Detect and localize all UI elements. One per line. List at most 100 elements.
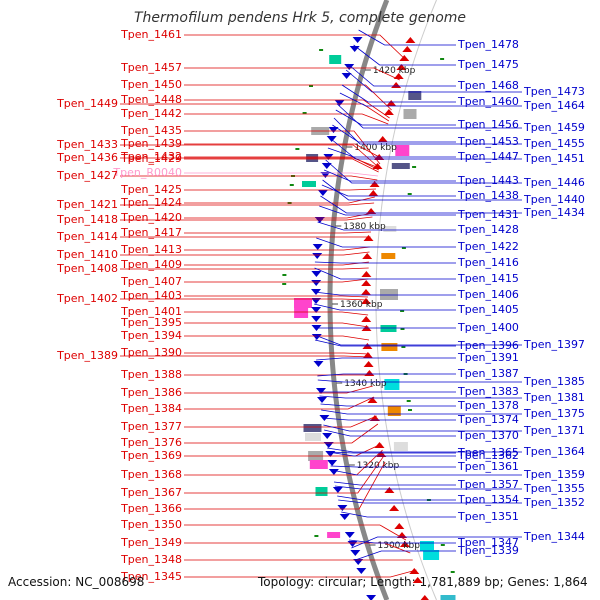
gene-label-right[interactable]: Tpen_1344 [523, 530, 585, 543]
gene-label-left[interactable]: Tpen_1367 [120, 486, 182, 499]
gene-label-left[interactable]: Tpen_1384 [120, 402, 182, 415]
gene-label-left[interactable]: Tpen_1449 [56, 97, 118, 110]
gene-label-left[interactable]: Tpen_1457 [120, 61, 182, 74]
gene-label-left[interactable]: Tpen_1432 [120, 150, 182, 163]
gene-label-left[interactable]: Tpen_1433 [56, 138, 118, 151]
gene-label-right[interactable]: Tpen_1431 [457, 208, 519, 221]
gene-label-right[interactable]: Tpen_1451 [523, 152, 585, 165]
gene-label-right[interactable]: Tpen_1347 [457, 536, 519, 549]
gene-label-right[interactable]: Tpen_1473 [523, 85, 585, 98]
gene-label-right[interactable]: Tpen_1415 [457, 272, 519, 285]
gene-leader-line [184, 67, 400, 81]
gene-label-left[interactable]: Tpen_1403 [120, 289, 182, 302]
gene-label-right[interactable]: Tpen_1352 [523, 496, 585, 509]
gene-label-right[interactable]: Tpen_1478 [457, 38, 519, 51]
forward-gene-arrow [344, 532, 355, 538]
gene-label-left[interactable]: Tpen_1448 [120, 93, 182, 106]
gene-label-right[interactable]: Tpen_1374 [457, 413, 519, 426]
gene-label-left[interactable]: Tpen_1429 [120, 152, 182, 165]
gene-label-right[interactable]: Tpen_1438 [457, 189, 519, 202]
gene-label-left[interactable]: Tpen_1425 [120, 183, 182, 196]
gene-label-right[interactable]: Tpen_1362 [457, 449, 519, 462]
gene-label-right[interactable]: Tpen_1396 [457, 339, 519, 352]
gene-label-right[interactable]: Tpen_1383 [457, 385, 519, 398]
gene-label-left[interactable]: Tpen_1461 [120, 28, 182, 41]
gene-label-left[interactable]: Tpen_1389 [56, 349, 118, 362]
gene-label-left[interactable]: Tpen_1402 [56, 292, 118, 305]
gene-label-right[interactable]: Tpen_1443 [457, 174, 519, 187]
gene-label-left[interactable]: Tpen_1369 [120, 449, 182, 462]
gene-label-left[interactable]: Tpen_1424 [120, 196, 182, 209]
gene-label-right[interactable]: Tpen_1387 [457, 367, 519, 380]
gene-label-right[interactable]: Tpen_1357 [457, 478, 519, 491]
gene-label-left[interactable]: Tpen_1436 [56, 151, 118, 164]
gene-label-left[interactable]: Tpen_R0040 [112, 166, 182, 179]
gene-label-right[interactable]: Tpen_1364 [523, 445, 585, 458]
gene-label-left[interactable]: Tpen_1394 [120, 329, 182, 342]
gene-label-left[interactable]: Tpen_1349 [120, 536, 182, 549]
gene-label-left[interactable]: Tpen_1386 [120, 386, 182, 399]
gene-label-left[interactable]: Tpen_1439 [120, 137, 182, 150]
gene-label-left[interactable]: Tpen_1408 [56, 262, 118, 275]
gene-label-left[interactable]: Tpen_1413 [120, 243, 182, 256]
gene-label-left[interactable]: Tpen_1390 [120, 346, 182, 359]
gene-label-left[interactable]: Tpen_1418 [56, 213, 118, 226]
gene-label-right[interactable]: Tpen_1428 [457, 223, 519, 236]
gene-leader-line [184, 295, 369, 298]
gene-label-right[interactable]: Tpen_1355 [523, 482, 585, 495]
gene-label-left[interactable]: Tpen_1401 [120, 305, 182, 318]
gene-label-right[interactable]: Tpen_1406 [457, 288, 519, 301]
gene-label-right[interactable]: Tpen_1371 [523, 424, 585, 437]
gene-label-right[interactable]: Tpen_1460 [457, 95, 519, 108]
gene-label-left[interactable]: Tpen_1414 [56, 230, 118, 243]
gene-label-right[interactable]: Tpen_1468 [457, 79, 519, 92]
gene-label-right[interactable]: Tpen_1381 [523, 391, 585, 404]
gene-label-left[interactable]: Tpen_1368 [120, 468, 182, 481]
gene-label-right[interactable]: Tpen_1453 [457, 135, 519, 148]
gene-label-right[interactable]: Tpen_1455 [523, 137, 585, 150]
gene-label-right[interactable]: Tpen_1400 [457, 321, 519, 334]
gene-label-left[interactable]: Tpen_1417 [120, 226, 182, 239]
gene-label-left[interactable]: Tpen_1350 [120, 518, 182, 531]
gene-label-left[interactable]: Tpen_1366 [120, 502, 182, 515]
gene-label-right[interactable]: Tpen_1365 [457, 446, 519, 459]
gene-label-left[interactable]: Tpen_1388 [120, 368, 182, 381]
gene-label-right[interactable]: Tpen_1416 [457, 256, 519, 269]
gene-label-right[interactable]: Tpen_1456 [457, 118, 519, 131]
gene-label-right[interactable]: Tpen_1446 [523, 176, 585, 189]
gene-label-right[interactable]: Tpen_1385 [523, 375, 585, 388]
gene-label-left[interactable]: Tpen_1348 [120, 553, 182, 566]
gene-label-right[interactable]: Tpen_1370 [457, 429, 519, 442]
gene-label-right[interactable]: Tpen_1405 [457, 303, 519, 316]
gene-label-left[interactable]: Tpen_1435 [120, 124, 182, 137]
gene-label-right[interactable]: Tpen_1397 [523, 338, 585, 351]
gene-label-right[interactable]: Tpen_1440 [523, 193, 585, 206]
gene-label-left[interactable]: Tpen_1409 [120, 258, 182, 271]
gene-label-left[interactable]: Tpen_1427 [56, 169, 118, 182]
gene-label-left[interactable]: Tpen_1377 [120, 420, 182, 433]
gene-label-right[interactable]: Tpen_1378 [457, 399, 519, 412]
gene-label-right[interactable]: Tpen_1354 [457, 493, 519, 506]
gene-label-right[interactable]: Tpen_1434 [523, 206, 585, 219]
gene-label-right[interactable]: Tpen_1351 [457, 510, 519, 523]
gene-label-right[interactable]: Tpen_1339 [457, 544, 519, 557]
gene-label-left[interactable]: Tpen_1376 [120, 436, 182, 449]
gene-label-left[interactable]: Tpen_1395 [120, 316, 182, 329]
gene-label-right[interactable]: Tpen_1475 [457, 58, 519, 71]
gene-label-right[interactable]: Tpen_1447 [457, 150, 519, 163]
forward-gene-arrow [317, 397, 327, 403]
gene-label-left[interactable]: Tpen_1345 [120, 570, 182, 583]
gene-label-left[interactable]: Tpen_1407 [120, 275, 182, 288]
gene-label-left[interactable]: Tpen_1410 [56, 248, 118, 261]
gene-label-right[interactable]: Tpen_1464 [523, 99, 585, 112]
gene-label-left[interactable]: Tpen_1450 [120, 78, 182, 91]
gene-label-left[interactable]: Tpen_1420 [120, 211, 182, 224]
gene-label-right[interactable]: Tpen_1361 [457, 460, 519, 473]
gene-label-left[interactable]: Tpen_1421 [56, 198, 118, 211]
gene-label-right[interactable]: Tpen_1422 [457, 240, 519, 253]
gene-label-right[interactable]: Tpen_1459 [523, 121, 585, 134]
gene-label-right[interactable]: Tpen_1375 [523, 407, 585, 420]
gene-label-left[interactable]: Tpen_1442 [120, 107, 182, 120]
gene-label-right[interactable]: Tpen_1359 [523, 468, 585, 481]
gene-label-right[interactable]: Tpen_1391 [457, 351, 519, 364]
